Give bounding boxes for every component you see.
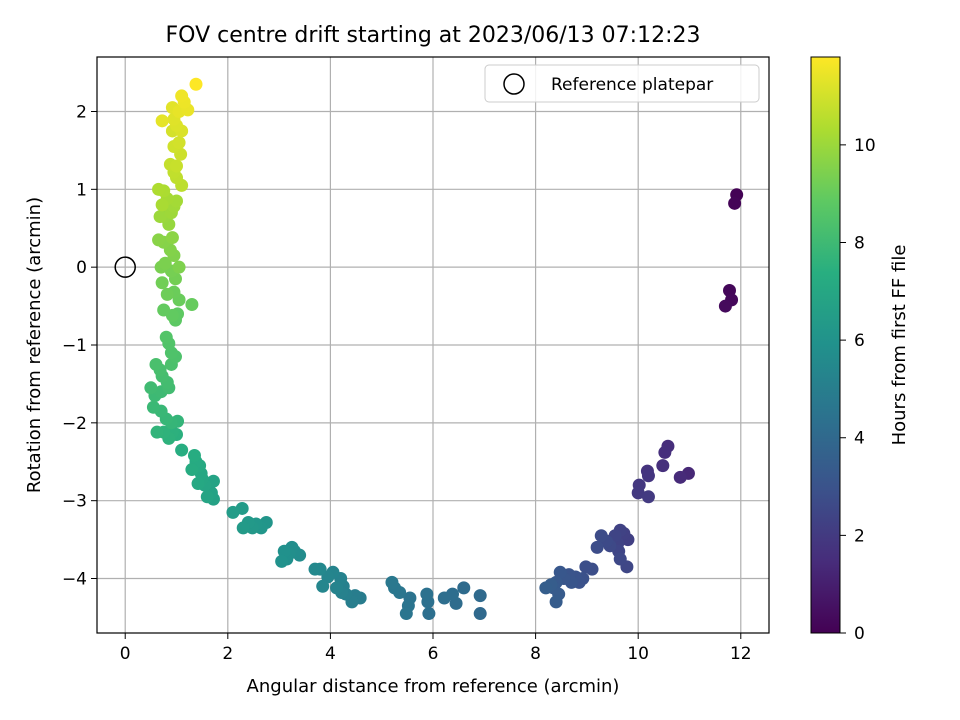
data-point <box>226 505 240 519</box>
data-point <box>641 469 655 483</box>
chart-title: FOV centre drift starting at 2023/06/13 … <box>166 23 701 48</box>
data-point <box>579 560 593 574</box>
data-point <box>316 579 330 593</box>
data-point <box>150 425 164 439</box>
colorbar-tick-label: 8 <box>854 233 865 253</box>
data-point <box>437 591 451 605</box>
data-point <box>159 330 173 344</box>
legend-entry-reference: Reference platepar <box>551 75 713 95</box>
data-point <box>590 540 604 554</box>
data-point <box>157 303 171 317</box>
data-point <box>473 607 487 621</box>
data-point <box>175 89 189 103</box>
data-point <box>158 256 172 270</box>
colorbar-tick-label: 10 <box>854 136 876 156</box>
data-point <box>594 529 608 543</box>
data-point <box>185 463 199 477</box>
x-tick-label: 10 <box>627 644 649 664</box>
data-point <box>175 443 189 457</box>
data-point <box>473 589 487 603</box>
data-point <box>153 210 167 224</box>
data-point <box>160 287 174 301</box>
legend-marker-reference <box>503 73 525 95</box>
data-point <box>155 198 169 212</box>
colorbar: 0 2 4 6 8 10 Hours from first FF file <box>810 56 910 644</box>
reference-platepar-marker <box>114 256 136 278</box>
x-axis-label: Angular distance from reference (arcmin) <box>247 676 620 697</box>
x-tick-label: 4 <box>325 644 336 664</box>
colorbar-tick-label: 2 <box>854 526 865 546</box>
data-points <box>144 77 744 621</box>
x-tick-label: 8 <box>530 644 541 664</box>
data-point <box>422 607 436 621</box>
data-point <box>155 114 169 128</box>
data-point <box>155 276 169 290</box>
data-point <box>673 470 687 484</box>
y-axis-label: Rotation from reference (arcmin) <box>24 197 45 493</box>
data-point <box>152 233 166 247</box>
data-point <box>549 595 563 609</box>
data-point <box>152 182 166 196</box>
y-tick-label: −4 <box>62 570 87 590</box>
data-point <box>185 298 199 312</box>
colorbar-ticks: 0 2 4 6 8 10 <box>840 136 876 644</box>
y-tick-label: −3 <box>62 492 87 512</box>
data-point <box>385 575 399 589</box>
colorbar-gradient <box>810 56 841 634</box>
y-tick-label: 0 <box>76 258 87 278</box>
data-point <box>144 381 158 395</box>
data-point <box>172 136 186 150</box>
data-point <box>170 159 184 173</box>
data-point <box>728 196 742 210</box>
colorbar-tick-label: 0 <box>854 624 865 644</box>
data-point <box>330 581 344 595</box>
data-point <box>200 490 214 504</box>
colorbar-tick-label: 4 <box>854 429 865 449</box>
data-point <box>149 357 163 371</box>
data-point <box>641 490 655 504</box>
data-point <box>656 459 670 473</box>
data-point <box>718 299 732 313</box>
data-point <box>236 521 250 535</box>
y-tick-label: −1 <box>62 336 87 356</box>
data-point <box>631 486 645 500</box>
colorbar-tick-label: 6 <box>854 331 865 351</box>
grid <box>97 57 769 633</box>
data-point <box>146 400 160 414</box>
data-point <box>553 565 567 579</box>
x-tick-label: 6 <box>428 644 439 664</box>
data-point <box>277 544 291 558</box>
legend-box <box>484 64 760 103</box>
data-point <box>420 587 434 601</box>
x-axis-ticks: 0 2 4 6 8 10 12 <box>120 633 752 664</box>
data-point <box>187 449 201 463</box>
data-point <box>399 607 413 621</box>
legend: Reference platepar <box>484 64 760 103</box>
colorbar-label: Hours from first FF file <box>889 245 910 446</box>
data-point <box>308 562 322 576</box>
y-tick-label: 1 <box>76 180 87 200</box>
x-tick-label: 2 <box>222 644 233 664</box>
data-point <box>165 231 179 245</box>
data-point <box>457 581 471 595</box>
data-point <box>613 552 627 566</box>
x-tick-label: 12 <box>730 644 752 664</box>
data-point <box>275 554 289 568</box>
data-point <box>658 445 672 459</box>
x-tick-label: 0 <box>120 644 131 664</box>
y-tick-label: −2 <box>62 414 87 434</box>
y-axis-ticks: −4 −3 −2 −1 0 1 2 <box>62 102 97 590</box>
data-point <box>172 260 186 274</box>
y-tick-label: 2 <box>76 102 87 122</box>
data-point <box>189 77 203 91</box>
data-point <box>539 581 553 595</box>
data-point <box>191 477 205 491</box>
